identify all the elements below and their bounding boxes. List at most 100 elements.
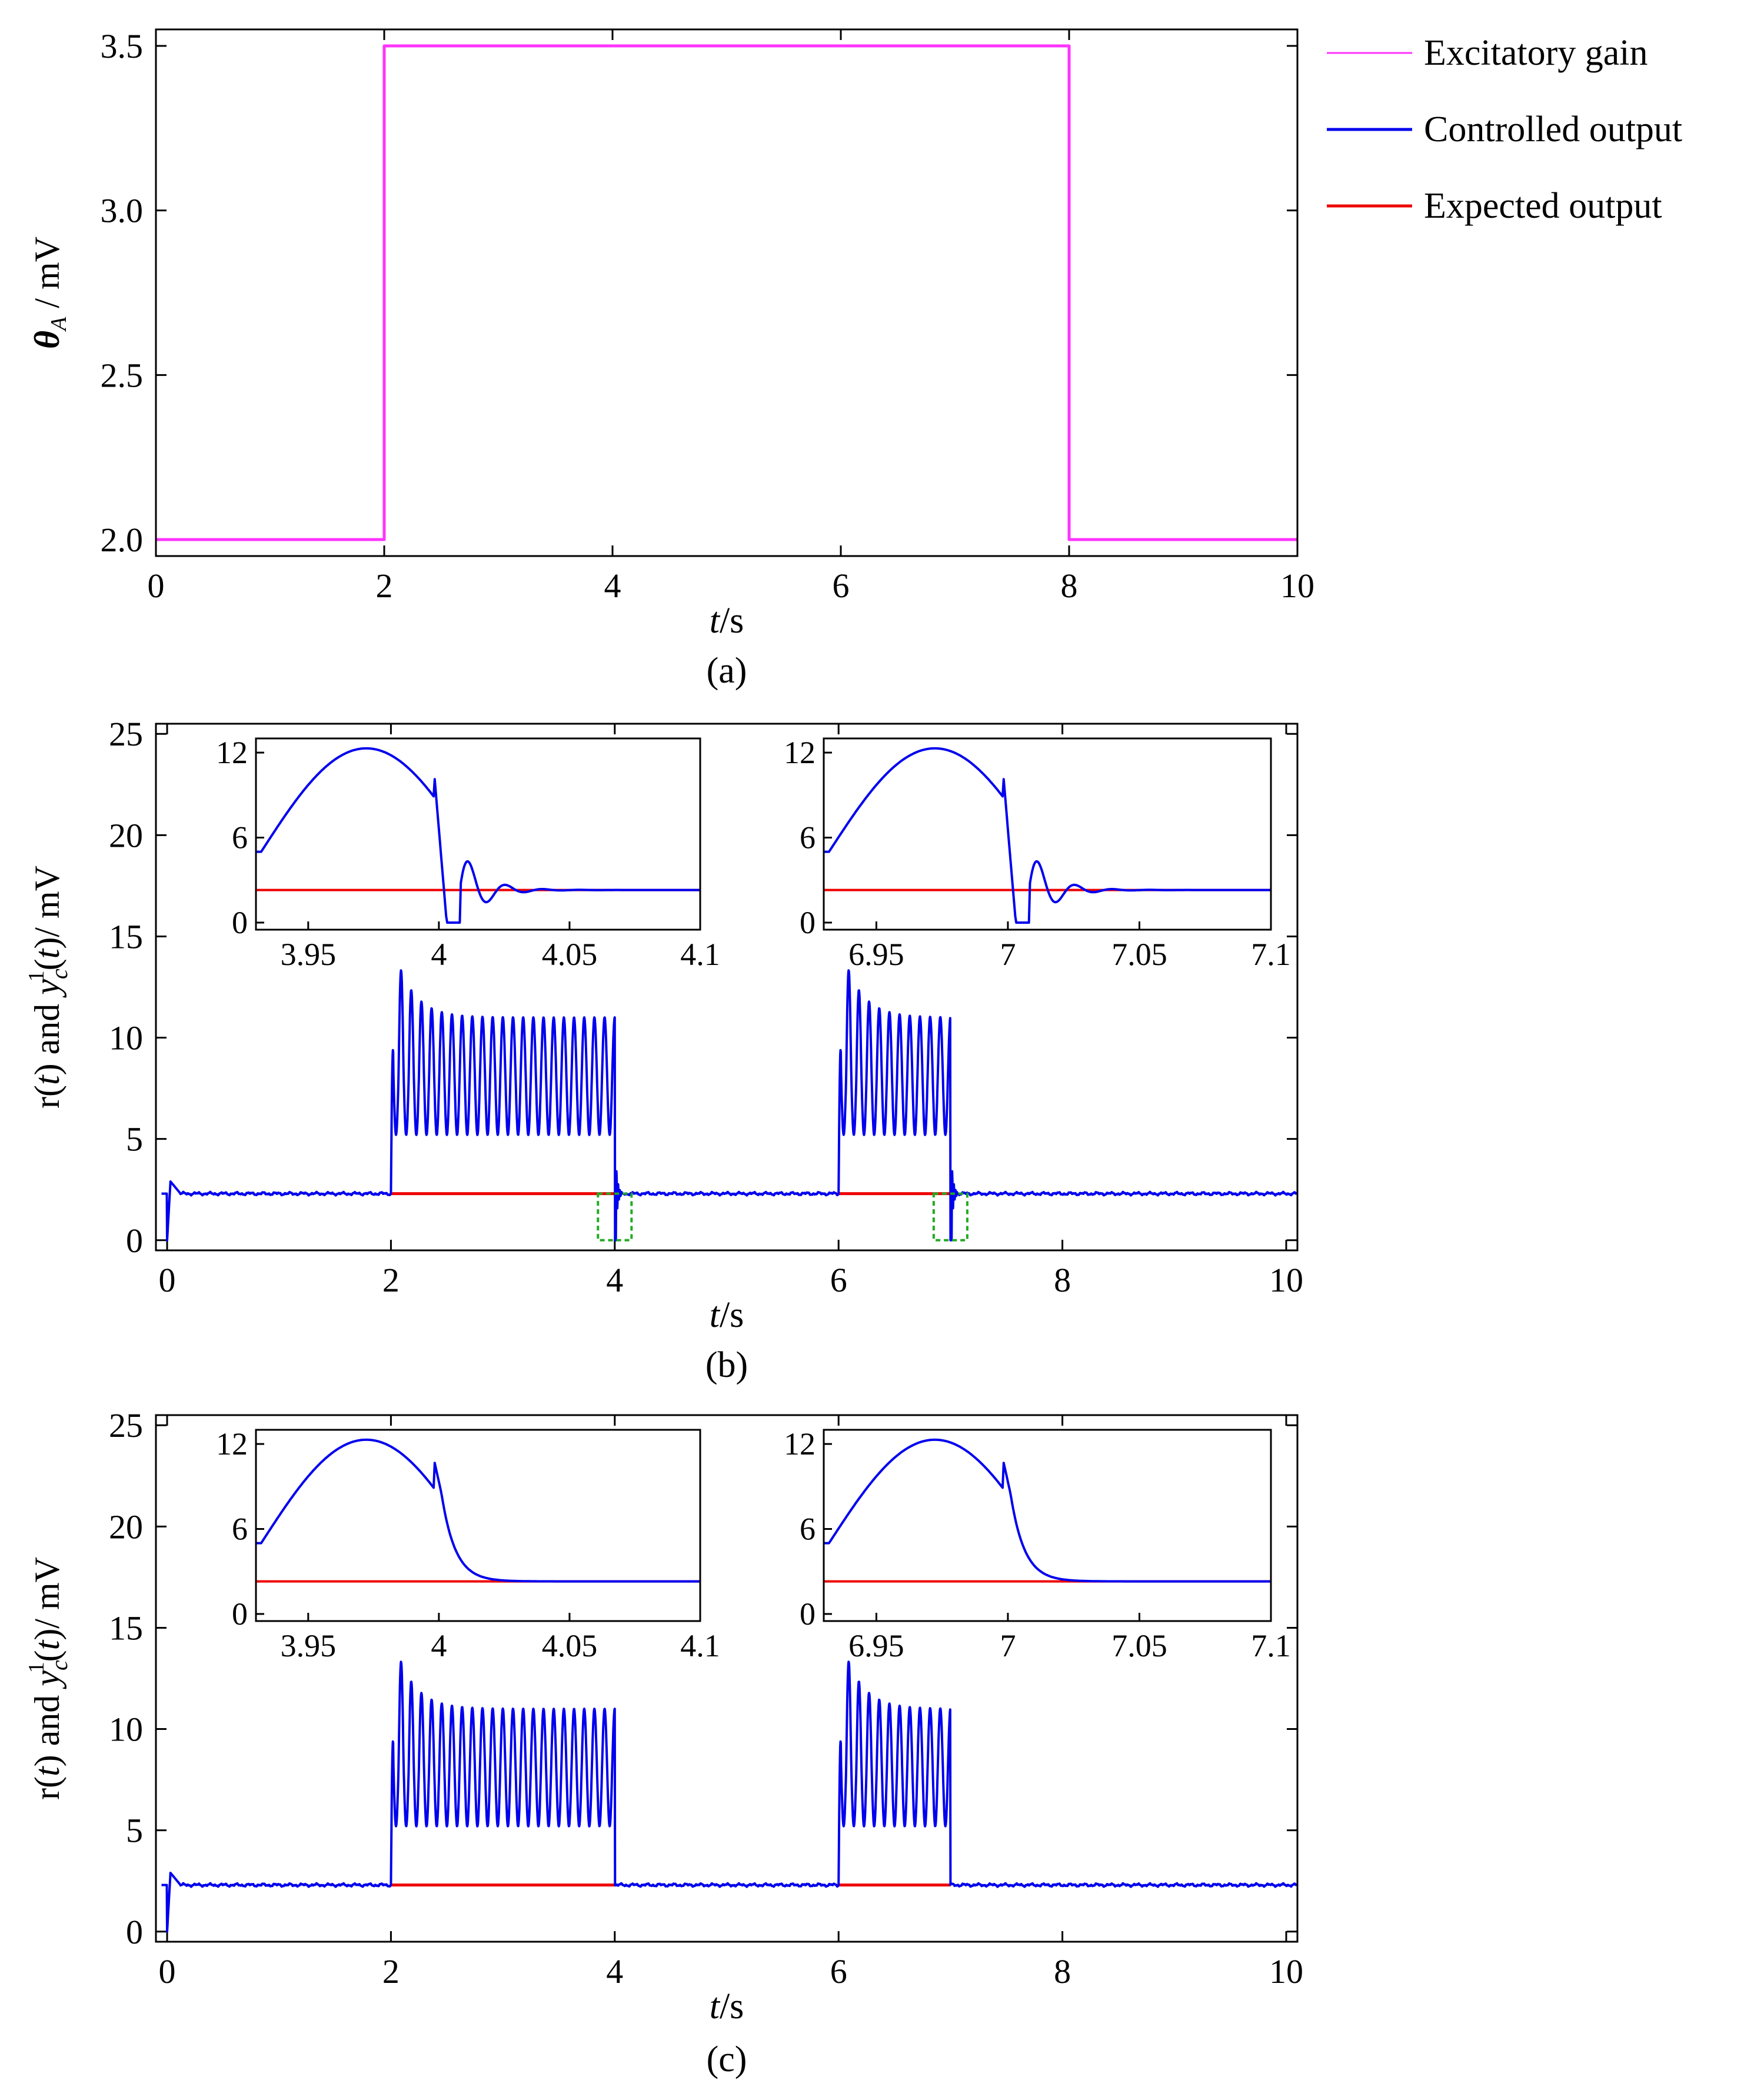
- inset-controlled-output: [823, 1438, 1272, 1583]
- inset-frame: [255, 1429, 701, 1622]
- y-tick-label: 5: [126, 1120, 143, 1159]
- y-tick-label: 10: [109, 1019, 143, 1057]
- inset-frame: [255, 737, 701, 931]
- panel-caption: (c): [707, 2039, 747, 2079]
- legend: Excitatory gain Controlled output Expected…: [1327, 33, 1682, 226]
- y-label-part: r(: [28, 1085, 66, 1109]
- inset-y-tick-label: 6: [800, 820, 816, 856]
- y-label-symbol: θ: [28, 331, 66, 349]
- inset-background: [824, 1430, 1271, 1621]
- y-tick-label: 3.5: [101, 27, 144, 65]
- inset-x-tick-label: 3.95: [281, 937, 337, 972]
- inset-x-tick-label: 4.1: [680, 937, 720, 972]
- y-label-part: t: [28, 1074, 66, 1085]
- inset-background: [824, 738, 1271, 930]
- inset-x-tick-label: 4.1: [680, 1628, 720, 1663]
- legend-label: Excitatory gain: [1424, 33, 1647, 73]
- inset-background: [256, 1430, 700, 1621]
- y-tick-label: 10: [109, 1710, 143, 1749]
- y-tick-label: 25: [109, 715, 143, 753]
- plot-frame: [155, 723, 1299, 1252]
- y-tick-label: 2.0: [101, 521, 144, 559]
- x-label-var: t: [710, 1295, 721, 1335]
- inset-x-tick-label: 4.05: [542, 937, 598, 972]
- y-tick-label: 15: [109, 917, 143, 956]
- inset-x-tick-label: 7.1: [1251, 937, 1291, 972]
- inset-1: 3.95 4 4.05 4.1 0 6 12: [216, 1426, 720, 1663]
- panel-caption: (a): [707, 651, 747, 691]
- x-label-unit: /s: [720, 1295, 744, 1335]
- x-tick-label: 8: [1061, 567, 1078, 605]
- panel-caption: (b): [705, 1345, 748, 1385]
- x-tick-label: 2: [376, 567, 393, 605]
- y-label-part: )/ mV: [28, 1557, 66, 1640]
- inset-x-tick-label: 6.95: [848, 1628, 904, 1663]
- x-tick-label: 4: [604, 567, 621, 605]
- x-tick-label: 6: [830, 1952, 847, 1991]
- series-controlled-output: [161, 1660, 1298, 1933]
- y-axis-label: r(t) and yc1(t)/ mV: [24, 866, 72, 1109]
- x-tick-label: 6: [833, 567, 850, 605]
- inset-controlled-output: [255, 1438, 701, 1583]
- inset-y-tick-label: 0: [800, 1596, 816, 1632]
- y-label-part: r(: [28, 1776, 66, 1800]
- y-tick-label: 20: [109, 1507, 143, 1546]
- inset-x-tick-label: 7: [1000, 1628, 1016, 1663]
- inset-x-tick-label: 7: [1000, 937, 1016, 972]
- inset-x-tick-label: 7.1: [1251, 1628, 1291, 1663]
- x-tick-label: 0: [159, 1261, 176, 1299]
- inset-x-tick-label: 4: [431, 937, 447, 972]
- x-tick-label: 4: [606, 1261, 623, 1299]
- inset-x-tick-label: 4: [431, 1628, 447, 1663]
- y-label-unit: / mV: [28, 237, 66, 317]
- y-label-part: 1: [24, 1662, 49, 1673]
- y-label-part: y: [28, 1670, 66, 1690]
- y-label-part: 1: [24, 970, 49, 981]
- inset-x-tick-label: 3.95: [281, 1628, 337, 1663]
- x-tick-label: 0: [148, 567, 165, 605]
- legend-label: Expected output: [1424, 186, 1662, 226]
- inset-y-tick-label: 12: [216, 1426, 248, 1462]
- y-label-part: ) and: [28, 1686, 66, 1767]
- x-label-unit: /s: [720, 601, 744, 641]
- x-label-var: t: [710, 1986, 721, 2026]
- y-label-part: (: [28, 959, 66, 970]
- inset-background: [256, 738, 700, 930]
- inset-y-tick-label: 0: [232, 1596, 248, 1632]
- y-tick-label: 0: [126, 1913, 143, 1951]
- x-axis-label: t/s: [710, 1295, 744, 1335]
- inset-2: 6.95 7 7.05 7.1 0 6 12: [784, 735, 1291, 972]
- inset-y-tick-label: 12: [216, 735, 248, 770]
- x-tick-label: 10: [1280, 567, 1314, 605]
- y-label-part: ) and: [28, 995, 66, 1076]
- y-label-part: (: [28, 1650, 66, 1662]
- y-tick-label: 2.5: [101, 356, 144, 394]
- x-tick-label: 8: [1054, 1952, 1071, 1991]
- y-tick-label: 15: [109, 1609, 143, 1647]
- inset-2: 6.95 7 7.05 7.1 0 6 12: [784, 1426, 1291, 1663]
- x-label-unit: /s: [720, 1986, 744, 2026]
- y-label-part: c: [46, 969, 72, 979]
- plot-frame: [155, 1414, 1299, 1943]
- x-axis-label: t/s: [710, 1986, 744, 2026]
- x-label-var: t: [710, 601, 721, 641]
- x-tick-label: 8: [1054, 1261, 1071, 1299]
- y-axis-label: θA / mV: [28, 237, 71, 349]
- inset-y-tick-label: 6: [800, 1512, 816, 1547]
- y-tick-label: 3.0: [101, 192, 144, 230]
- x-tick-label: 2: [382, 1952, 400, 1991]
- y-label-part: c: [46, 1660, 72, 1670]
- inset-y-tick-label: 0: [800, 905, 816, 940]
- x-tick-label: 6: [830, 1261, 847, 1299]
- plot-frame: [155, 28, 1299, 557]
- inset-y-tick-label: 12: [784, 1426, 816, 1462]
- y-label-part: y: [28, 979, 66, 999]
- y-tick-label: 20: [109, 816, 143, 854]
- y-tick-label: 5: [126, 1812, 143, 1850]
- legend-label: Controlled output: [1424, 109, 1682, 149]
- inset-controlled-output: [823, 747, 1272, 924]
- y-tick-label: 25: [109, 1406, 143, 1445]
